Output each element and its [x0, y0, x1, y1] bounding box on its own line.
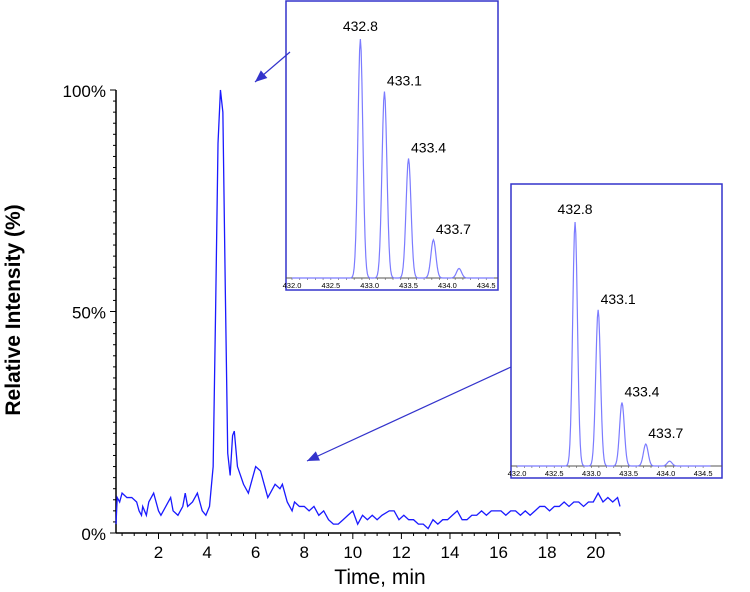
inset-peak-label: 432.8 — [558, 201, 593, 217]
inset-spectrum-line — [517, 221, 711, 467]
x-tick-label: 8 — [300, 543, 309, 562]
inset-peak-label: 433.4 — [624, 384, 659, 400]
inset-arrow-line — [306, 366, 512, 462]
inset-x-tick-label: 433.5 — [619, 469, 638, 478]
inset-peak-label: 433.7 — [436, 221, 471, 237]
y-tick-label: 0% — [81, 525, 106, 544]
inset-frame — [510, 183, 723, 479]
x-tick-label: 20 — [586, 543, 605, 562]
inset-x-tick-label: 433.0 — [582, 469, 601, 478]
inset-x-tick-label: 434.5 — [477, 281, 496, 290]
arrowhead-icon — [307, 451, 320, 461]
x-tick-label: 18 — [538, 543, 557, 562]
x-tick-label: 6 — [251, 543, 260, 562]
inset-x-tick-label: 433.0 — [360, 281, 379, 290]
inset-spectrum-1: 432.0 432.5 433.0 433.5 434.0 434.5 432.8 433.1… — [254, 0, 499, 291]
x-tick-label: 12 — [392, 543, 411, 562]
inset-spectrum-2: 432.0 432.5 433.0 433.5 434.0 434.5 432.8 433.1… — [306, 183, 723, 479]
x-tick-label: 4 — [202, 543, 211, 562]
x-tick-label: 2 — [154, 543, 163, 562]
inset-x-tick-label: 433.5 — [399, 281, 418, 290]
arrowhead-icon — [255, 70, 268, 82]
inset-peak-label: 433.4 — [411, 140, 446, 156]
inset-x-tick-label: 434.5 — [694, 469, 713, 478]
x-tick-label: 10 — [343, 543, 362, 562]
inset-peak-label: 433.7 — [648, 425, 683, 441]
inset-x-tick-label: 432.0 — [508, 469, 527, 478]
y-axis-label: Relative Intensity (%) — [2, 204, 25, 415]
x-tick-label: 14 — [441, 543, 460, 562]
inset-x-tick-label: 432.0 — [283, 281, 302, 290]
x-axis-label: Time, min — [334, 566, 425, 589]
inset-spectrum-line — [292, 38, 494, 279]
y-tick-label: 100% — [63, 82, 106, 101]
inset-x-tick-label: 434.0 — [438, 281, 457, 290]
inset-peak-label: 433.1 — [601, 291, 636, 307]
inset-x-tick-label: 432.5 — [321, 281, 340, 290]
inset-frame — [285, 0, 499, 291]
inset-x-tick-label: 434.0 — [656, 469, 675, 478]
inset-peak-label: 432.8 — [343, 18, 378, 34]
inset-x-tick-label: 432.5 — [545, 469, 564, 478]
inset-peak-label: 433.1 — [387, 73, 422, 89]
chromatogram-line — [115, 89, 621, 530]
y-tick-label: 50% — [72, 304, 106, 323]
x-tick-label: 16 — [489, 543, 508, 562]
